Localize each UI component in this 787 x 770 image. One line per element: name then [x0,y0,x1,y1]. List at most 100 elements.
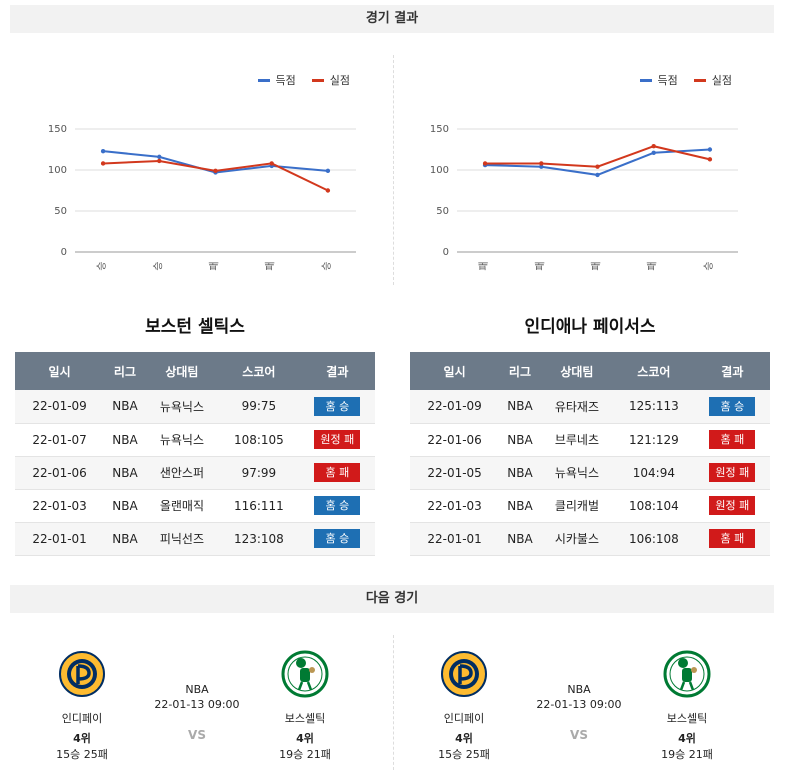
table-row: 22-01-03 NBA 올랜매직 116:111 홈 승 [15,489,375,523]
line-chart-boston: 0 50 100 150 승 승 패 패 승 [48,124,356,271]
league-cell: NBA [499,456,541,490]
opponent-cell: 뉴욕닉스 [145,390,219,424]
result-badge: 홈 승 [709,396,756,416]
chart-divider [393,55,394,285]
table-row: 22-01-09 NBA 뉴욕닉스 99:75 홈 승 [15,390,375,424]
data-point [269,161,274,166]
home-team-record: 15승 25패 [56,748,108,761]
league-cell: NBA [104,390,146,424]
table-header-row: 일시 리그 상대팀 스코어 결과 [410,352,770,390]
pacers-logo-icon [441,651,487,697]
results-table-boston: 일시 리그 상대팀 스코어 결과 22-01-09 NBA 뉴욕닉스 99:75 홈 승 22-01… [15,352,375,556]
table-row: 22-01-01 NBA 시카불스 106:108 홈 패 [410,522,770,556]
chart-boston: 득점 실점 0 50 100 150 승 승 패 패 승 [10,62,370,282]
data-point [539,164,544,169]
y-tick-label: 150 [430,124,449,135]
x-tick-label: 승 [703,261,715,270]
chart-indiana: 득점 실점 0 50 100 150 패 패 패 패 승 [392,62,752,282]
series-line-scored [485,148,710,176]
home-team-rank: 4위 [455,732,473,745]
score-cell: 116:111 [218,489,300,523]
next-section-title: 다음 경기 [10,585,774,613]
opponent-cell: 클리캐벌 [540,489,614,523]
table-row: 22-01-01 NBA 피닉선즈 123:108 홈 승 [15,522,375,556]
opponent-cell: 샌안스퍼 [145,456,219,490]
result-badge: 홈 패 [314,463,361,482]
column-header: 리그 [499,352,541,390]
x-tick-label: 패 [478,261,490,270]
opponent-cell: 브루네츠 [540,423,614,457]
date-cell: 22-01-06 [410,423,500,457]
away-team[interactable]: 보스셀틱 4위 19승 21패 [275,650,335,762]
table-row: 22-01-06 NBA 브루네츠 121:129 홈 패 [410,423,770,457]
home-team-rank: 4위 [73,732,91,745]
data-point [651,150,656,155]
result-badge: 원정 패 [314,430,361,449]
result-badge: 홈 패 [709,529,756,548]
chart-legend: 득점 실점 [639,72,732,88]
result-badge: 홈 승 [314,496,361,515]
result-badge: 홈 패 [709,430,756,449]
legend-scored: 득점 [257,72,296,88]
y-tick-label: 0 [443,247,449,258]
team-title-indiana: 인디애나 페이서스 [524,317,656,337]
league-cell: NBA [104,456,146,490]
league-cell: NBA [104,423,146,457]
league-cell: NBA [499,489,541,523]
y-tick-label: 50 [54,206,67,217]
team-title-boston: 보스턴 셀틱스 [145,317,245,337]
column-header: 스코어 [613,352,695,390]
date-cell: 22-01-09 [15,390,105,424]
home-team[interactable]: 인디페이 4위 15승 25패 [52,650,112,762]
date-cell: 22-01-03 [15,489,105,523]
celtics-logo-icon [281,650,329,698]
vs-label: VS [188,728,206,742]
result-cell: 홈 패 [299,456,375,490]
score-cell: 108:105 [218,423,300,457]
data-point [100,161,106,166]
result-cell: 홈 승 [299,522,375,556]
away-team-rank: 4위 [678,732,696,745]
legend-conceded: 실점 [311,72,350,88]
score-cell: 108:104 [613,489,695,523]
celtics-logo-icon [663,650,711,698]
home-team-name: 인디페이 [443,712,485,725]
y-tick-label: 100 [48,165,67,176]
away-team[interactable]: 보스셀틱 4위 19승 21패 [657,650,717,762]
column-header: 상대팀 [540,352,614,390]
data-point [100,148,106,154]
legend-scored: 득점 [639,72,678,88]
data-point [707,147,713,152]
result-badge: 홈 승 [314,396,361,416]
x-tick-label: 패 [591,261,603,270]
result-cell: 홈 패 [694,423,770,457]
date-cell: 22-01-07 [15,423,105,457]
series-line-conceded [103,159,329,192]
column-header: 스코어 [218,352,300,390]
pacers-logo-icon [59,651,105,697]
data-point [325,188,331,193]
result-cell: 홈 승 [694,390,770,424]
table-row: 22-01-03 NBA 클리캐벌 108:104 원정 패 [410,489,770,523]
series-line-conceded [485,145,711,168]
results-table-indiana: 일시 리그 상대팀 스코어 결과 22-01-09 NBA 유타재즈 125:113 홈 승 22-… [410,352,770,556]
x-tick-label: 패 [534,261,546,270]
table-row: 22-01-05 NBA 뉴욕닉스 104:94 원정 패 [410,456,770,490]
home-team[interactable]: 인디페이 4위 15승 25패 [434,650,494,762]
league-cell: NBA [499,390,541,424]
next-match-1: 인디페이 4위 15승 25패 NBA 22-01-13 09:00 VS 보스… [15,650,375,762]
match-divider [393,635,394,770]
y-tick-label: 50 [436,206,449,217]
opponent-cell: 뉴욕닉스 [540,456,614,490]
data-point [325,168,331,174]
match-datetime: 22-01-13 09:00 [536,698,622,711]
score-cell: 104:94 [613,456,695,490]
column-header: 리그 [104,352,146,390]
date-cell: 22-01-01 [15,522,105,556]
table-row: 22-01-09 NBA 유타재즈 125:113 홈 승 [410,390,770,424]
date-cell: 22-01-09 [410,390,500,424]
away-team-record: 19승 21패 [661,748,713,761]
opponent-cell: 시카불스 [540,522,614,556]
date-cell: 22-01-06 [15,456,105,490]
chart-legend: 득점 실점 [257,72,350,88]
